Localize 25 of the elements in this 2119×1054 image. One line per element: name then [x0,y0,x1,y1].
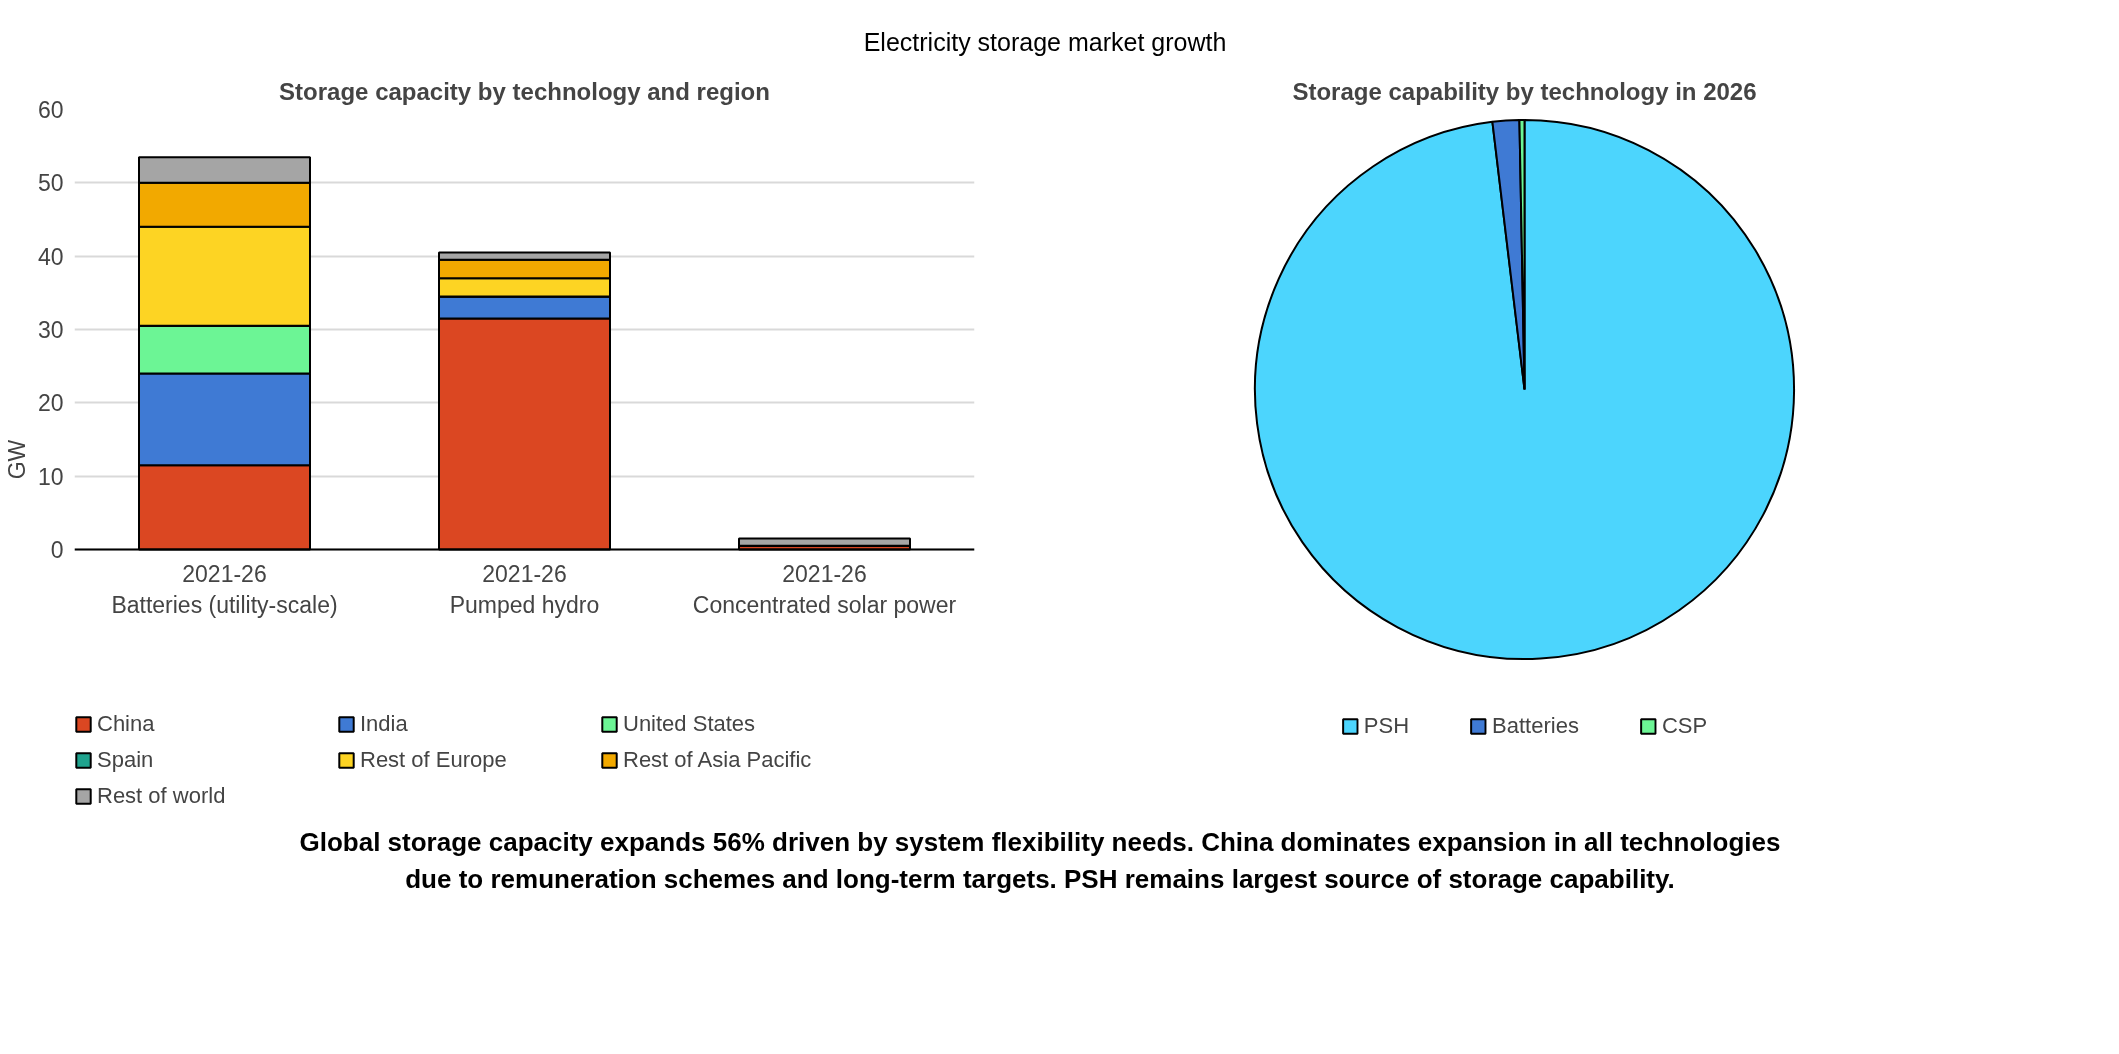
legend-label: India [360,711,409,737]
legend-label: China [97,711,156,737]
x-tick-label: 2021-26 Concentrated solar power [692,560,957,618]
legend-label: PSH [1363,713,1410,739]
legend-label: Rest of Asia Pacific [623,747,813,773]
legend-label: Rest of Europe [360,747,508,773]
y-tick-label: 10 [37,463,64,490]
legend-label: Spain [97,747,155,773]
legend-label: United States [623,711,757,737]
y-tick-label: 60 [37,97,64,123]
chart-title: Storage capability by technology in 2026 [1292,77,1757,105]
y-axis-title: GW [3,439,30,480]
y-tick-label: 50 [37,170,64,197]
text: Electricity storage market growth [863,27,1227,58]
x-tick-label: 2021-26 Pumped hydro [449,560,600,618]
legend-label: CSP [1661,713,1708,739]
x-tick-label: 2021-26 Batteries (utility-scale) [111,560,338,618]
chart-title: Storage capacity by technology and region [279,77,770,105]
text: Global storage capacity expands 56% driven by system flexibility needs. China dominates expansion in all technologies due to remuneration schemes and long-term targets. PSH remains largest source of storage capability. [298,826,1782,897]
legend-label: Batteries [1492,713,1579,739]
y-tick-label: 40 [37,243,64,270]
y-tick-label: 0 [50,537,64,563]
y-tick-label: 20 [37,390,64,417]
y-tick-label: 30 [37,317,64,343]
legend-label: Rest of world [97,783,227,809]
